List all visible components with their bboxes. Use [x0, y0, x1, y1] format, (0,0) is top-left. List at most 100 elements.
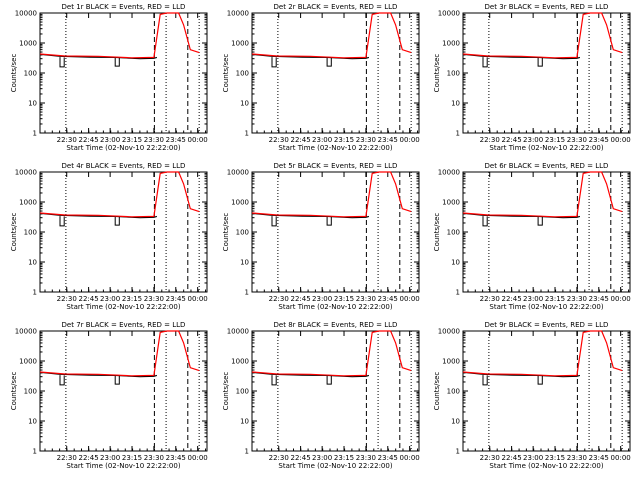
y-tick-label: 100: [447, 70, 460, 78]
events-dip: [271, 375, 277, 386]
y-tick-label: 10: [240, 418, 249, 426]
x-tick-label: 23:45: [378, 454, 398, 462]
y-tick-label: 10000: [227, 10, 249, 18]
x-tick-label: 22:45: [291, 454, 311, 462]
x-tick-label: 23:45: [378, 295, 398, 303]
x-tick-label: 23:30: [567, 136, 587, 144]
x-tick-label: 23:45: [589, 454, 609, 462]
y-tick-label: 1: [245, 448, 249, 456]
x-tick-label: 22:45: [502, 454, 522, 462]
x-tick-label: 23:45: [166, 295, 186, 303]
plot-frame: [39, 171, 208, 293]
x-tick-label: 23:15: [122, 295, 142, 303]
y-tick-label: 10000: [227, 328, 249, 336]
x-tick-label: 23:00: [312, 136, 332, 144]
y-tick-label: 1000: [442, 40, 460, 48]
y-axis-label: Counts/sec: [222, 54, 230, 93]
x-tick-label: 23:15: [545, 454, 565, 462]
plot-frame: [251, 171, 420, 293]
y-tick-label: 1: [245, 289, 249, 297]
x-tick-label: 23:15: [122, 454, 142, 462]
x-axis-label: Start Time (02-Nov-10 22:22:00): [489, 462, 603, 470]
y-axis-label: Counts/sec: [222, 213, 230, 252]
lld-trace: [251, 171, 412, 218]
x-axis-label: Start Time (02-Nov-10 22:22:00): [489, 144, 603, 152]
chart-title: Det 2r BLACK = Events, RED = LLD: [274, 3, 398, 11]
y-tick-label: 1000: [19, 40, 37, 48]
chart-title: Det 3r BLACK = Events, RED = LLD: [485, 3, 609, 11]
x-tick-label: 23:30: [144, 136, 164, 144]
y-tick-label: 10: [451, 100, 460, 108]
x-tick-label: 22:45: [291, 136, 311, 144]
x-tick-label: 00:00: [188, 454, 208, 462]
x-tick-label: 23:30: [356, 136, 376, 144]
chart-panel-5: Det 5r BLACK = Events, RED = LLD 1 10 100 10…: [222, 162, 420, 311]
y-tick-label: 1000: [231, 40, 249, 48]
x-tick-label: 22:30: [57, 295, 77, 303]
events-dip: [537, 216, 543, 226]
plot-frame: [251, 12, 420, 134]
x-tick-label: 23:00: [523, 136, 543, 144]
x-tick-label: 23:00: [100, 295, 120, 303]
x-axis-label: Start Time (02-Nov-10 22:22:00): [278, 303, 392, 311]
events-dip: [482, 375, 488, 386]
y-axis-label: Counts/sec: [433, 213, 441, 252]
x-tick-label: 23:30: [144, 295, 164, 303]
events-dip: [59, 216, 65, 227]
lld-trace: [462, 12, 623, 59]
lld-trace: [39, 171, 200, 218]
y-tick-label: 1: [245, 130, 249, 138]
x-tick-label: 22:30: [57, 454, 77, 462]
events-dip: [114, 375, 120, 385]
x-tick-label: 23:15: [545, 295, 565, 303]
x-tick-label: 23:15: [122, 136, 142, 144]
x-tick-label: 00:00: [611, 454, 631, 462]
x-tick-label: 23:15: [334, 454, 354, 462]
y-tick-label: 1000: [231, 358, 249, 366]
y-axis-label: Counts/sec: [10, 372, 18, 411]
chart-panel-3: Det 3r BLACK = Events, RED = LLD 1 10 100 10…: [433, 3, 631, 152]
x-tick-label: 23:00: [312, 295, 332, 303]
x-axis-label: Start Time (02-Nov-10 22:22:00): [66, 144, 180, 152]
y-tick-label: 1000: [442, 199, 460, 207]
x-axis-label: Start Time (02-Nov-10 22:22:00): [278, 462, 392, 470]
y-tick-label: 100: [447, 388, 460, 396]
y-tick-label: 1: [456, 289, 460, 297]
y-axis-label: Counts/sec: [10, 54, 18, 93]
y-tick-label: 1: [33, 130, 37, 138]
y-tick-label: 10: [451, 259, 460, 267]
x-tick-label: 00:00: [400, 295, 420, 303]
x-tick-label: 00:00: [400, 454, 420, 462]
chart-title: Det 5r BLACK = Events, RED = LLD: [274, 162, 398, 170]
y-tick-label: 10000: [15, 328, 37, 336]
y-tick-label: 10000: [227, 169, 249, 177]
x-tick-label: 23:30: [144, 454, 164, 462]
events-dip: [271, 57, 277, 68]
lld-trace: [462, 171, 623, 218]
plot-frame: [462, 12, 631, 134]
x-tick-label: 23:15: [545, 136, 565, 144]
x-axis-label: Start Time (02-Nov-10 22:22:00): [66, 462, 180, 470]
x-tick-label: 23:30: [567, 295, 587, 303]
chart-title: Det 6r BLACK = Events, RED = LLD: [485, 162, 609, 170]
x-tick-label: 22:30: [269, 295, 289, 303]
events-dip: [482, 57, 488, 68]
y-tick-label: 1000: [19, 358, 37, 366]
events-dip: [326, 57, 332, 67]
plot-frame: [462, 171, 631, 293]
x-tick-label: 22:45: [502, 136, 522, 144]
x-tick-label: 23:15: [334, 136, 354, 144]
y-tick-label: 10000: [438, 10, 460, 18]
events-dip: [114, 216, 120, 226]
x-tick-label: 00:00: [611, 295, 631, 303]
y-tick-label: 100: [24, 70, 37, 78]
chart-title: Det 9r BLACK = Events, RED = LLD: [485, 321, 609, 329]
y-tick-label: 1000: [442, 358, 460, 366]
y-tick-label: 100: [447, 229, 460, 237]
y-axis-label: Counts/sec: [222, 372, 230, 411]
x-tick-label: 23:00: [100, 136, 120, 144]
events-dip: [482, 216, 488, 227]
x-tick-label: 23:45: [589, 295, 609, 303]
events-dip: [537, 375, 543, 385]
chart-title: Det 8r BLACK = Events, RED = LLD: [274, 321, 398, 329]
